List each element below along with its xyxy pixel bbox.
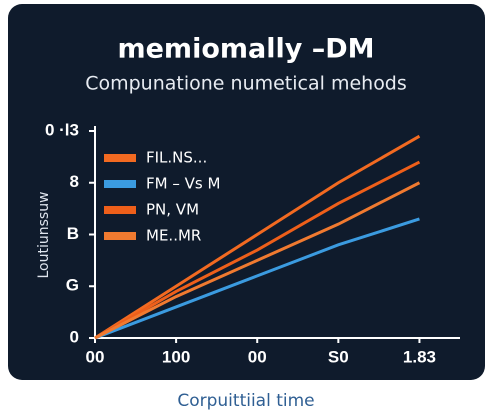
x-tick-label: S0	[328, 347, 349, 366]
x-axis-label: Corpuittiial time	[177, 391, 314, 411]
y-tick-label: G	[66, 276, 79, 295]
series-line	[94, 160, 421, 340]
x-tick-label: 100	[162, 347, 190, 366]
x-tick-label: 00	[248, 347, 267, 366]
legend-swatch	[104, 154, 136, 162]
y-tick-label: 0	[70, 327, 79, 346]
y-axis-label: Loutiunssuw	[36, 191, 52, 278]
legend-swatch	[104, 206, 136, 214]
legend-label: FIL.NS...	[146, 149, 207, 167]
x-tick-label: 1.83	[403, 347, 436, 366]
x-tick-label: 00	[86, 347, 105, 366]
y-tick-label: 8	[70, 172, 79, 191]
legend-label: PN, VM	[146, 201, 199, 219]
chart-title: memiomally –DM	[117, 34, 374, 65]
legend-label: FM – Vs M	[146, 175, 220, 193]
chart-subtitle: Compunatione numetical mehods	[85, 73, 407, 95]
chart-panel	[8, 4, 485, 380]
series-line	[94, 134, 421, 340]
legend-swatch	[104, 232, 136, 240]
series-line	[94, 217, 420, 340]
series-line	[94, 181, 421, 340]
legend-label: ME..MR	[146, 227, 201, 245]
legend-swatch	[104, 180, 136, 188]
y-tick-label: 0 ·l3	[45, 120, 79, 139]
y-tick-label: B	[67, 224, 79, 243]
